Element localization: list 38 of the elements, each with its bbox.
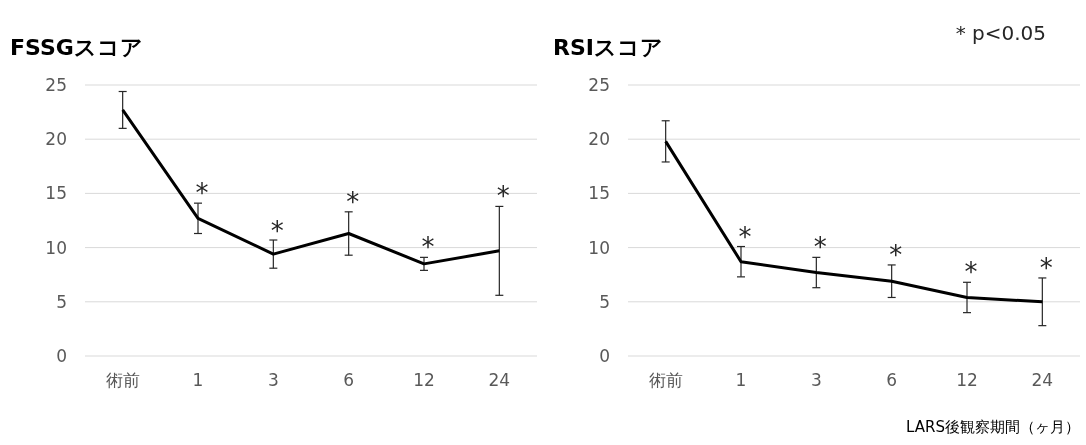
annotation: *: [496, 181, 510, 212]
x-tick-label: 12: [956, 370, 978, 390]
annotation: *: [964, 257, 978, 288]
annotation: *: [889, 240, 903, 271]
y-tick-label: 5: [56, 291, 67, 312]
text: * p<0.05: [955, 21, 1046, 45]
y-tick-label: 5: [599, 291, 610, 312]
annotation: *: [1039, 252, 1053, 283]
y-tick-label: 0: [599, 346, 610, 366]
y-tick-label: 20: [45, 129, 67, 150]
y-tick-label: 20: [588, 129, 610, 150]
x-tick-label: 1: [192, 370, 204, 390]
annotation: *: [738, 221, 752, 252]
x-tick-label: 24: [488, 370, 511, 390]
annotation: *: [195, 178, 209, 209]
y-tick-label: 10: [45, 237, 67, 258]
x-axis-title: LARS後観察期間（ヶ月）: [906, 418, 1080, 436]
y-tick-label: 25: [45, 75, 67, 95]
chart-title: FSSGスコア: [10, 35, 143, 60]
x-tick-label: 1: [735, 370, 747, 390]
annotation: *: [421, 232, 435, 263]
x-tick-label: 6: [343, 370, 355, 390]
x-tick-label: 術前: [648, 370, 683, 390]
chart-title: RSIスコア: [553, 35, 663, 60]
x-tick-label: 24: [1031, 370, 1054, 390]
y-tick-label: 0: [56, 346, 67, 366]
annotation: *: [813, 232, 827, 263]
y-tick-label: 25: [588, 75, 610, 95]
x-tick-label: 12: [413, 370, 435, 390]
annotation: *: [346, 186, 360, 217]
x-tick-label: 術前: [105, 370, 140, 390]
x-tick-label: 3: [267, 370, 279, 390]
y-tick-label: 15: [45, 183, 67, 204]
x-tick-label: 6: [886, 370, 898, 390]
y-tick-label: 15: [588, 183, 610, 204]
y-tick-label: 10: [588, 237, 610, 258]
annotation: *: [270, 215, 284, 246]
x-tick-label: 3: [810, 370, 822, 390]
